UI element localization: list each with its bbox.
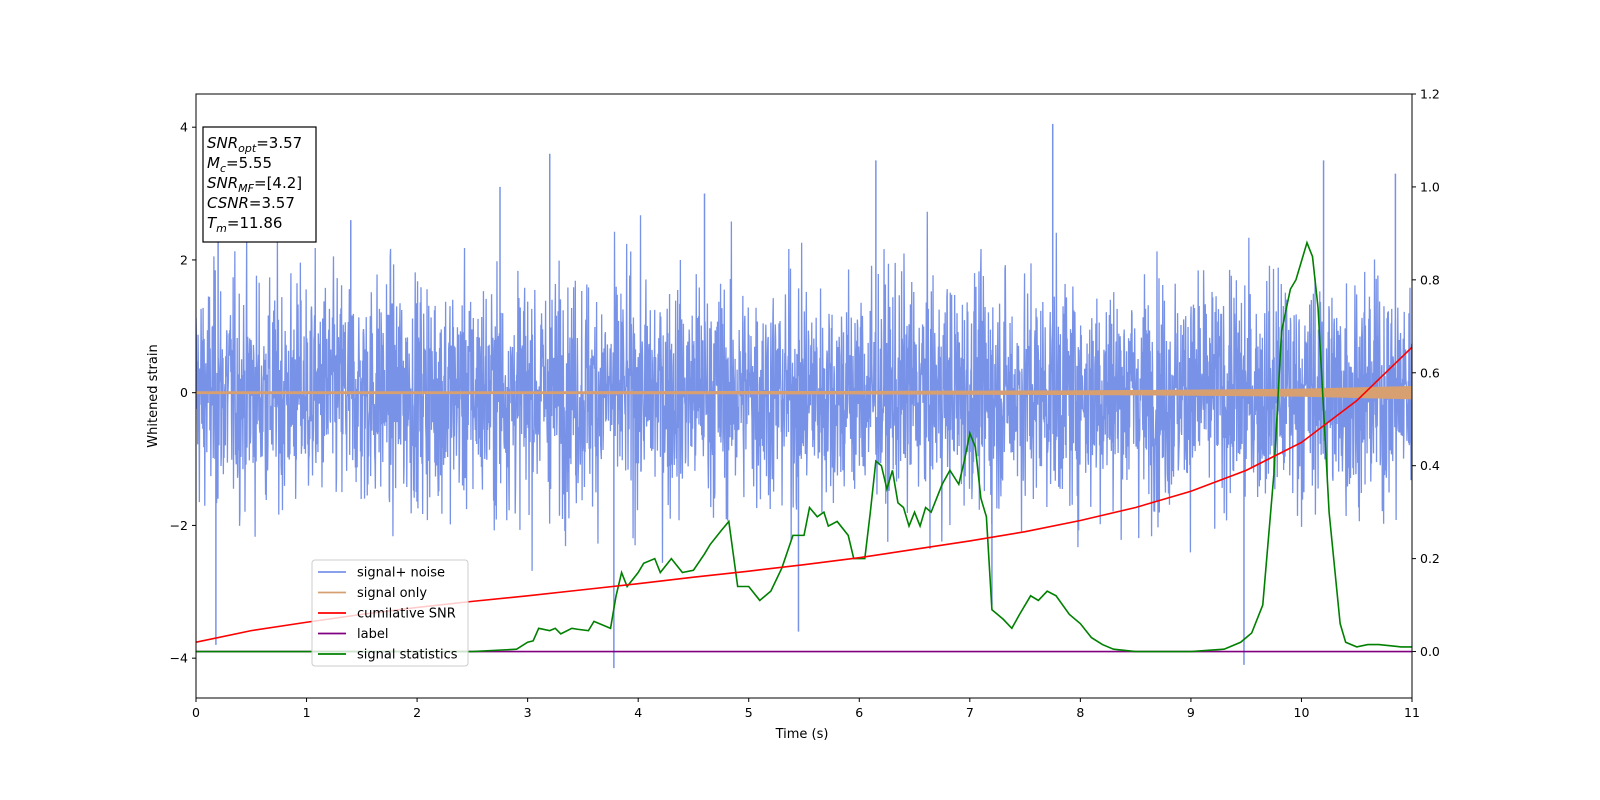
axes: 0 1 2 3 4 5 6 7 8 9 10 11 4 2 0 −2 −4 1.2 1.0 0.8 0.6 0.4 0.2 0… bbox=[170, 87, 1440, 721]
x-axis-label: Time (s) bbox=[775, 727, 829, 742]
x-tick-label: 7 bbox=[966, 705, 974, 720]
x-tick-label: 2 bbox=[413, 705, 421, 720]
legend-label: signal only bbox=[357, 586, 427, 601]
annotation-snr-mf: SNRMF=[4.2] bbox=[207, 174, 302, 195]
series-signal-statistics-line bbox=[196, 240, 1412, 653]
legend: signal+ noise signal only cumilative SNR la… bbox=[311, 559, 469, 667]
legend-label: cumilative SNR bbox=[357, 607, 456, 622]
x-tick-label: 0 bbox=[192, 705, 200, 720]
y2-tick-label: 1.2 bbox=[1420, 87, 1440, 102]
series-signal-only-line bbox=[196, 386, 1412, 400]
y-tick-label: −2 bbox=[170, 518, 188, 533]
annotation-box-frame bbox=[202, 126, 317, 243]
x-tick-label: 4 bbox=[634, 705, 642, 720]
y2-tick-label: 0.2 bbox=[1420, 551, 1440, 566]
y2-tick-label: 1.0 bbox=[1420, 179, 1440, 194]
y-tick-label: 2 bbox=[180, 252, 188, 267]
x-tick-label: 11 bbox=[1404, 705, 1420, 720]
y-tick-label: 4 bbox=[180, 120, 188, 135]
plot-frame bbox=[195, 93, 1413, 699]
x-tick-label: 9 bbox=[1187, 705, 1195, 720]
x-tick-label: 1 bbox=[303, 705, 311, 720]
annotation-snr-opt: SNRopt=3.57 bbox=[207, 134, 302, 155]
y-tick-label: −4 bbox=[170, 651, 188, 666]
annotation-tm: Tm=11.86 bbox=[207, 214, 282, 235]
y2-tick-label: 0.0 bbox=[1420, 644, 1440, 659]
y-axis-label: Whitened strain bbox=[146, 344, 161, 447]
annotation-csnr: CSNR=3.57 bbox=[207, 194, 295, 212]
x-tick-label: 8 bbox=[1076, 705, 1084, 720]
legend-label: signal+ noise bbox=[357, 566, 445, 581]
legend-label: signal statistics bbox=[357, 648, 458, 663]
x-tick-label: 5 bbox=[745, 705, 753, 720]
y2-tick-label: 0.8 bbox=[1420, 272, 1440, 287]
series-signal-noise-line bbox=[196, 211, 1412, 571]
legend-label: label bbox=[357, 627, 388, 642]
y2-tick-label: 0.4 bbox=[1420, 458, 1440, 473]
x-tick-label: 3 bbox=[524, 705, 532, 720]
annotation-mc: Mc=5.55 bbox=[207, 154, 272, 175]
x-tick-label: 6 bbox=[855, 705, 863, 720]
y2-tick-label: 0.6 bbox=[1420, 365, 1440, 380]
y-tick-label: 0 bbox=[180, 385, 188, 400]
x-tick-label: 10 bbox=[1294, 705, 1310, 720]
legend-frame bbox=[311, 559, 469, 667]
